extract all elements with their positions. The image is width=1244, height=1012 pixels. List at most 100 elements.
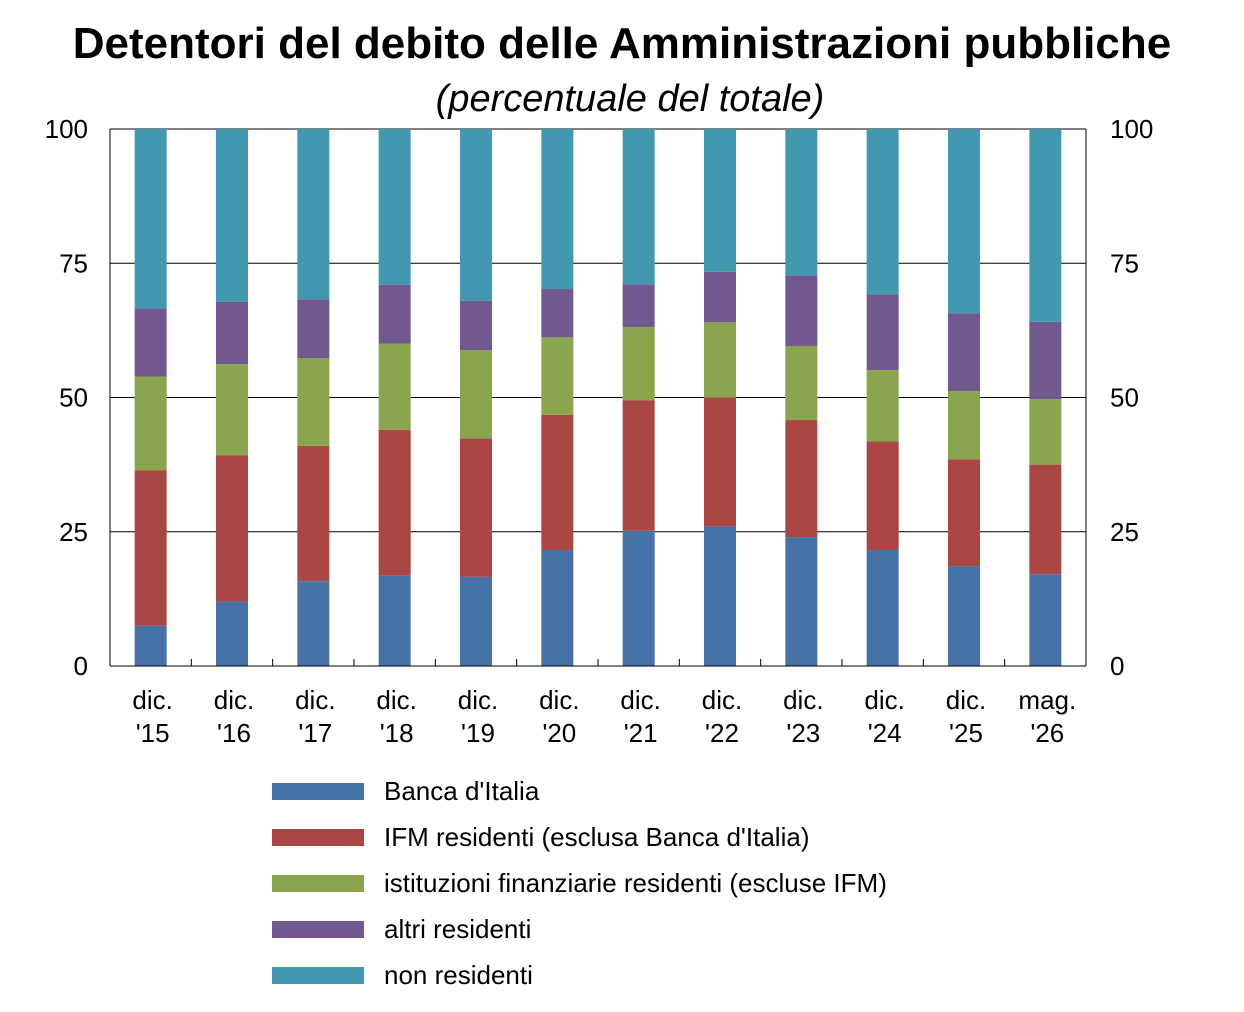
bar-segment-ifm xyxy=(134,470,167,626)
bar-segment-non xyxy=(216,129,248,302)
gridlines xyxy=(110,128,1086,533)
y-tick-label-right: 50 xyxy=(1110,383,1139,413)
bar-segment-ifm xyxy=(297,445,330,582)
bar-segment-altri xyxy=(460,300,492,351)
bar-segment-altri xyxy=(948,313,980,392)
legend-label: Banca d'Italia xyxy=(384,776,540,806)
bar-segment-non xyxy=(866,129,899,295)
x-tick-label: dic. xyxy=(620,685,660,715)
bar-segment-non xyxy=(704,129,736,272)
bar-segment-ifm xyxy=(378,429,411,576)
x-tick-label: '23 xyxy=(786,718,820,748)
y-tick-label-right: 25 xyxy=(1110,517,1139,547)
x-tick-label: dic. xyxy=(946,685,986,715)
legend-label: istituzioni finanziarie residenti (esclu… xyxy=(384,868,887,898)
x-tick-label: '26 xyxy=(1030,718,1064,748)
bar-segment-altri xyxy=(622,284,655,328)
bar-segment-altri xyxy=(216,301,248,365)
y-tick-label-right: 100 xyxy=(1110,114,1153,144)
bar-segment-banca xyxy=(541,550,574,666)
x-tick-label: dic. xyxy=(214,685,254,715)
bar-segment-ifm xyxy=(866,441,899,551)
bar-segment-altri xyxy=(541,289,574,338)
bar-segment-istituzioni xyxy=(378,343,411,430)
bar-segment-altri xyxy=(378,284,411,344)
bar-segment-altri xyxy=(134,308,167,377)
bar-segment-istituzioni xyxy=(216,364,248,456)
x-tick-label: '16 xyxy=(217,718,251,748)
bar-segment-banca xyxy=(1029,574,1062,666)
bars xyxy=(134,129,1062,666)
chart-title: Detentori del debito delle Amministrazio… xyxy=(72,19,1172,68)
bar-segment-banca xyxy=(785,537,818,666)
x-tick-label: mag. xyxy=(1018,685,1076,715)
legend-label: altri residenti xyxy=(384,914,532,944)
bar-segment-ifm xyxy=(1029,464,1062,575)
bar-segment-altri xyxy=(297,299,330,359)
x-tick-label: '21 xyxy=(624,718,658,748)
x-tick-label: dic. xyxy=(458,685,498,715)
x-tick-label: '18 xyxy=(380,718,414,748)
bar-segment-istituzioni xyxy=(460,350,492,439)
bar-segment-istituzioni xyxy=(704,322,736,398)
bar-segment-istituzioni xyxy=(866,370,899,442)
bar-segment-ifm xyxy=(622,400,655,531)
x-tick-label: dic. xyxy=(376,685,416,715)
x-tick-label: dic. xyxy=(783,685,823,715)
bar-segment-istituzioni xyxy=(541,337,574,415)
bar-segment-non xyxy=(134,129,167,309)
bar-segment-banca xyxy=(622,530,655,666)
bar-segment-ifm xyxy=(785,420,818,538)
bar-segment-altri xyxy=(866,294,899,371)
x-tick-label: '24 xyxy=(868,718,902,748)
bar-segment-istituzioni xyxy=(1029,399,1062,465)
x-tick-label: '25 xyxy=(949,718,983,748)
bar-segment-banca xyxy=(948,566,980,666)
legend-label: non residenti xyxy=(384,960,533,990)
legend-swatch xyxy=(272,921,364,938)
bar-segment-non xyxy=(460,129,492,301)
bar-segment-banca xyxy=(460,576,492,666)
bar-segment-istituzioni xyxy=(297,358,330,446)
chart-subtitle: (percentuale del totale) xyxy=(435,78,825,120)
legend-swatch xyxy=(272,875,364,892)
y-tick-label-left: 50 xyxy=(59,383,88,413)
bar-segment-istituzioni xyxy=(622,327,655,401)
legend-swatch xyxy=(272,967,364,984)
x-tick-label: dic. xyxy=(864,685,904,715)
x-tick-label: '17 xyxy=(298,718,332,748)
y-tick-label-left: 0 xyxy=(74,651,88,681)
bar-segment-banca xyxy=(297,581,330,666)
x-tick-label: '20 xyxy=(542,718,576,748)
bar-segment-ifm xyxy=(704,397,736,527)
y-tick-label-left: 75 xyxy=(59,248,88,278)
bar-segment-non xyxy=(378,129,411,285)
bar-segment-istituzioni xyxy=(785,345,818,421)
bar-segment-banca xyxy=(704,526,736,666)
x-tick-label: '15 xyxy=(136,718,170,748)
y-tick-label-right: 75 xyxy=(1110,248,1139,278)
bar-segment-altri xyxy=(704,271,736,323)
bar-segment-non xyxy=(297,129,330,300)
bar-segment-non xyxy=(541,129,574,290)
bar-segment-ifm xyxy=(541,414,574,551)
x-tick-label: dic. xyxy=(539,685,579,715)
legend-label: IFM residenti (esclusa Banca d'Italia) xyxy=(384,822,810,852)
bar-segment-non xyxy=(785,129,818,276)
bar-segment-non xyxy=(948,129,980,314)
bar-segment-non xyxy=(622,129,655,285)
bar-segment-banca xyxy=(378,575,411,666)
bar-segment-altri xyxy=(785,275,818,346)
legend-swatch xyxy=(272,829,364,846)
bar-segment-ifm xyxy=(460,438,492,577)
bar-segment-istituzioni xyxy=(948,391,980,460)
bar-segment-ifm xyxy=(948,459,980,567)
y-tick-label-left: 100 xyxy=(45,114,88,144)
bar-segment-altri xyxy=(1029,321,1062,400)
bar-segment-istituzioni xyxy=(134,376,167,471)
x-tick-label: '19 xyxy=(461,718,495,748)
x-tick-label: dic. xyxy=(132,685,172,715)
bar-segment-banca xyxy=(216,601,248,666)
